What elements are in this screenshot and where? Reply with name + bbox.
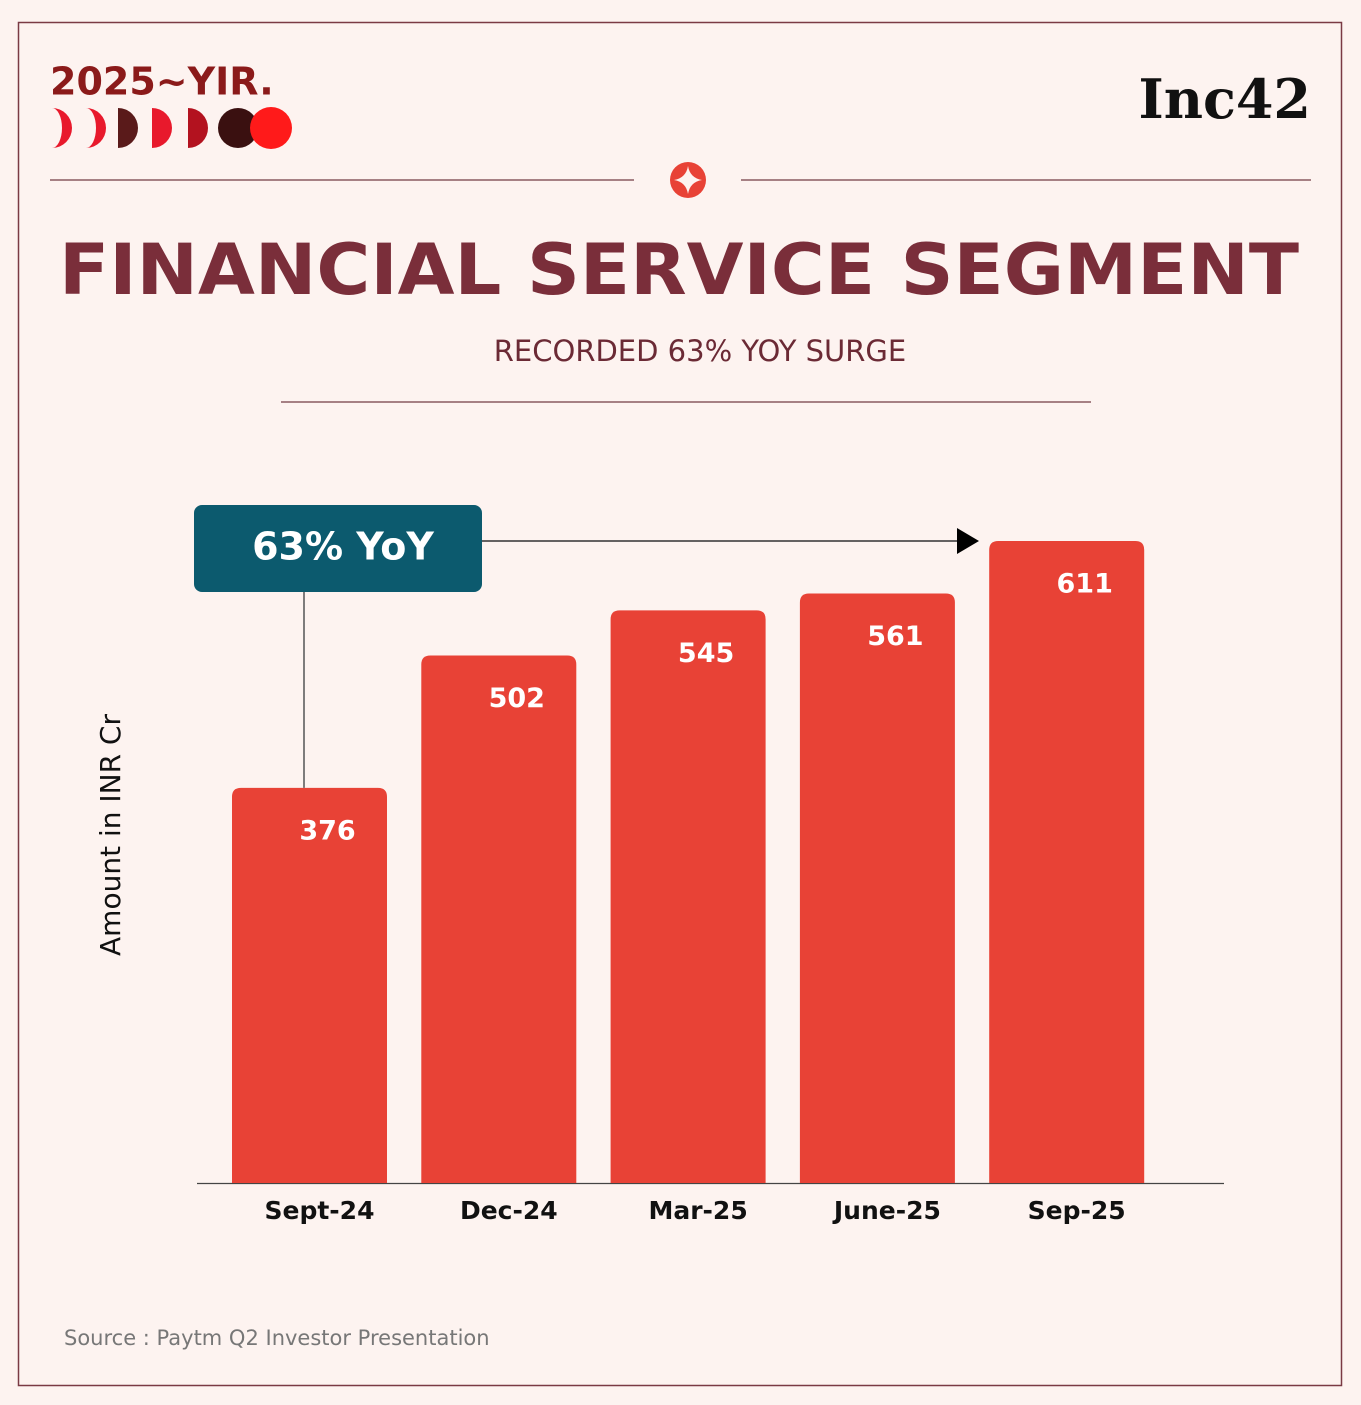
x-tick-label: Dec-24 (460, 1196, 558, 1225)
frame (17, 21, 1343, 1387)
x-tick-label: Sep-25 (1028, 1196, 1126, 1225)
star-icon (670, 162, 706, 198)
right-logo: Inc42 (1138, 67, 1311, 131)
bar (799, 593, 955, 1183)
logo-moons (52, 107, 292, 149)
x-tick-label: Mar-25 (648, 1196, 747, 1225)
left-logo: 2025~YIR. (50, 60, 274, 104)
x-tick-label: Sept-24 (265, 1196, 375, 1225)
value-label: 545 (678, 638, 734, 669)
y-axis-label: Amount in INR Cr (94, 714, 127, 956)
bar (232, 787, 387, 1183)
chart-title: FINANCIAL SERVICE SEGMENT (59, 229, 1299, 311)
value-label: 611 (1057, 568, 1113, 599)
chart-subtitle: RECORDED 63% YOY SURGE (494, 334, 906, 368)
arrow-head (957, 527, 979, 554)
value-label: 502 (489, 683, 545, 714)
annotation-text: 63% YoY (252, 524, 434, 568)
annotation-box (194, 504, 482, 592)
bar (989, 540, 1145, 1183)
value-label: 561 (867, 621, 923, 652)
x-tick-label: June-25 (832, 1196, 941, 1225)
value-label: 376 (299, 815, 355, 846)
bar (421, 655, 577, 1183)
source-note: Source : Paytm Q2 Investor Presentation (64, 1326, 490, 1350)
bar (610, 610, 766, 1183)
